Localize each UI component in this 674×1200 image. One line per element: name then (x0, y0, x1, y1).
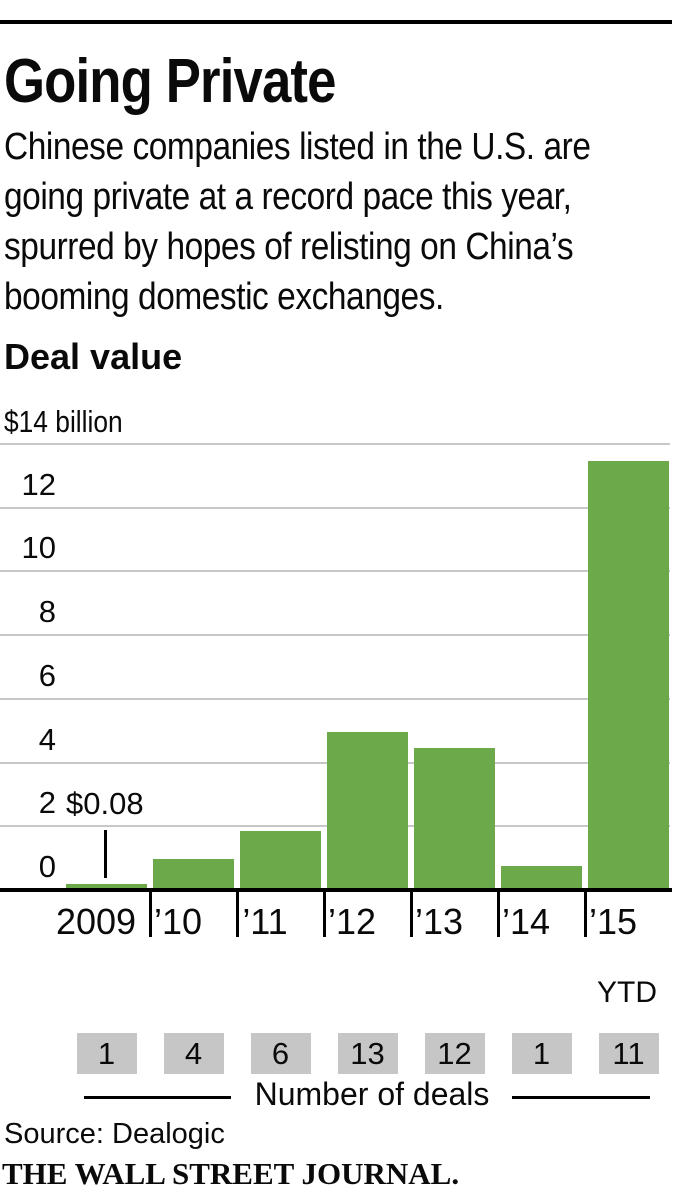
deal-count-box-’14: 1 (511, 1033, 572, 1074)
deal-count-box-’11: 6 (250, 1033, 311, 1074)
x-axis-tick (496, 890, 500, 937)
bar-’15 (588, 461, 669, 888)
x-axis-label-’15: ’15 (588, 901, 638, 942)
gridline-10 (0, 570, 670, 573)
top-rule (0, 20, 672, 24)
gridline-6 (0, 697, 670, 700)
deals-caption-rule-left (84, 1096, 231, 1099)
x-axis-tick (583, 890, 587, 937)
x-axis-label-’10: ’10 (153, 901, 203, 942)
bar-’13 (414, 747, 495, 888)
annotation-callout-line (104, 830, 107, 878)
gridline-14 (0, 443, 670, 445)
y-axis-label-2: 2 (38, 785, 56, 821)
x-axis-tick (148, 890, 152, 937)
ytd-label: YTD (597, 976, 657, 1009)
subtitle-line: going private at a record pace this year… (4, 176, 572, 218)
x-axis-line (0, 888, 672, 892)
deal-count-box-’12: 13 (337, 1033, 398, 1074)
deal-count-box-’10: 4 (163, 1033, 224, 1074)
y-axis-label-4: 4 (38, 721, 56, 757)
annotation-value-label: $0.08 (66, 786, 144, 821)
bar-’10 (153, 859, 234, 888)
chart-section-label: Deal value (4, 336, 183, 377)
bar-’14 (501, 865, 582, 888)
subtitle-line: Chinese companies listed in the U.S. are (4, 126, 591, 168)
wsj-brand-logo: THE WALL STREET JOURNAL. (2, 1156, 460, 1191)
y-axis-label-8: 8 (38, 594, 56, 630)
bar-’11 (240, 830, 321, 888)
gridline-12 (0, 506, 670, 509)
bar-’12 (327, 731, 408, 888)
deals-caption: Number of deals (254, 1076, 490, 1112)
gridline-8 (0, 634, 670, 637)
x-axis-label-2009: 2009 (55, 901, 137, 942)
bar-2009 (66, 884, 147, 888)
deal-count-box-2009: 1 (76, 1033, 137, 1074)
page-title: Going Private (4, 47, 336, 116)
deal-count-box-’15: 11 (598, 1033, 659, 1074)
y-axis-label-0: 0 (38, 849, 56, 884)
x-axis-label-’12: ’12 (327, 901, 377, 942)
x-axis-label-’14: ’14 (501, 901, 551, 942)
x-axis-tick (409, 890, 413, 937)
x-axis-tick (322, 890, 326, 937)
x-axis-tick (235, 890, 239, 937)
y-axis-label-12: 12 (21, 466, 56, 502)
x-axis-label-’13: ’13 (414, 901, 464, 942)
y-axis-unit-label: $14 billion (4, 404, 123, 439)
source-credit: Source: Dealogic (4, 1118, 225, 1150)
subtitle-line: spurred by hopes of relisting on China’s (4, 226, 574, 268)
x-axis-label-’11: ’11 (242, 901, 288, 942)
deals-caption-rule-right (512, 1096, 650, 1099)
y-axis-label-10: 10 (21, 530, 56, 566)
y-axis-label-6: 6 (38, 657, 56, 693)
subtitle-line: booming domestic exchanges. (4, 276, 444, 318)
deal-count-box-’13: 12 (424, 1033, 485, 1074)
